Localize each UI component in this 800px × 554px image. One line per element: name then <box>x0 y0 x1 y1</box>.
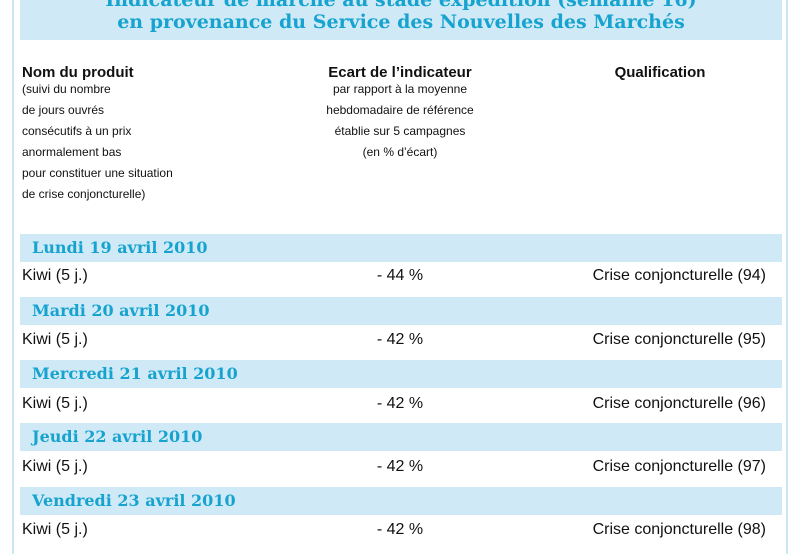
header-qualification: Qualification <box>555 63 765 83</box>
table-row: Kiwi (5 j.) - 44 % Crise conjoncturelle … <box>20 258 782 294</box>
date-band: Jeudi 22 avril 2010 <box>20 423 782 451</box>
gap-cell: - 42 % <box>376 458 424 475</box>
header-product-sub-line: de jours ouvrés <box>22 103 105 117</box>
qualification-cell: Crise conjoncturelle (94) <box>592 267 766 284</box>
header-gap-title: Ecart de l’indicateur <box>328 64 472 81</box>
date-band: Vendredi 23 avril 2010 <box>20 487 782 515</box>
date-label: Mardi 20 avril 2010 <box>32 301 210 320</box>
header-gap-sub-line: établie sur 5 campagnes <box>334 124 466 138</box>
header-gap-sub-line: (en % d’écart) <box>362 145 438 159</box>
header-gap-sub-line: hebdomadaire de référence <box>326 103 474 117</box>
table-title-band: Indicateur de marché au stade expédition… <box>20 0 782 40</box>
product-cell: Kiwi (5 j.) <box>22 521 88 538</box>
table-frame <box>12 0 788 554</box>
product-cell: Kiwi (5 j.) <box>22 331 88 348</box>
table-title-line-2: en provenance du Service des Nouvelles d… <box>117 11 685 33</box>
date-label: Jeudi 22 avril 2010 <box>32 427 203 446</box>
date-label: Mercredi 21 avril 2010 <box>32 364 238 383</box>
gap-cell: - 42 % <box>376 331 424 348</box>
table-row: Kiwi (5 j.) - 42 % Crise conjoncturelle … <box>20 322 782 358</box>
date-band: Mercredi 21 avril 2010 <box>20 360 782 388</box>
date-label: Lundi 19 avril 2010 <box>32 238 208 257</box>
gap-cell: - 42 % <box>376 521 424 538</box>
table-row: Kiwi (5 j.) - 42 % Crise conjoncturelle … <box>20 449 782 485</box>
header-product-sub-line: anormalement bas <box>22 145 122 159</box>
qualification-cell: Crise conjoncturelle (95) <box>592 331 766 348</box>
table-row: Kiwi (5 j.) - 42 % Crise conjoncturelle … <box>20 386 782 422</box>
product-cell: Kiwi (5 j.) <box>22 458 88 475</box>
date-band: Mardi 20 avril 2010 <box>20 297 782 325</box>
header-product-title: Nom du produit <box>22 64 134 81</box>
gap-cell: - 42 % <box>376 395 424 412</box>
product-cell: Kiwi (5 j.) <box>22 267 88 284</box>
header-gap-sub-line: par rapport à la moyenne <box>332 82 468 96</box>
qualification-cell: Crise conjoncturelle (98) <box>592 521 766 538</box>
table-row: Kiwi (5 j.) - 42 % Crise conjoncturelle … <box>20 512 782 548</box>
qualification-cell: Crise conjoncturelle (97) <box>592 458 766 475</box>
qualification-cell: Crise conjoncturelle (96) <box>592 395 766 412</box>
header-qualification-title: Qualification <box>614 64 706 81</box>
table-title-line-1: Indicateur de marché au stade expédition… <box>105 0 697 11</box>
header-product-sub-line: (suivi du nombre <box>22 82 111 96</box>
header-product: Nom du produit (suivi du nombre de jours… <box>22 63 282 205</box>
header-product-sub-line: de crise conjoncturelle) <box>22 187 146 201</box>
header-gap: Ecart de l’indicateur par rapport à la m… <box>270 63 530 163</box>
header-product-sub-line: consécutifs à un prix <box>22 124 132 138</box>
date-label: Vendredi 23 avril 2010 <box>32 491 236 510</box>
header-gap-sub: par rapport à la moyenne hebdomadaire de… <box>270 79 530 163</box>
gap-cell: - 44 % <box>376 267 424 284</box>
header-product-sub: (suivi du nombre de jours ouvrés consécu… <box>22 79 282 205</box>
header-product-sub-line: pour constituer une situation <box>22 166 173 180</box>
date-band: Lundi 19 avril 2010 <box>20 234 782 262</box>
product-cell: Kiwi (5 j.) <box>22 395 88 412</box>
